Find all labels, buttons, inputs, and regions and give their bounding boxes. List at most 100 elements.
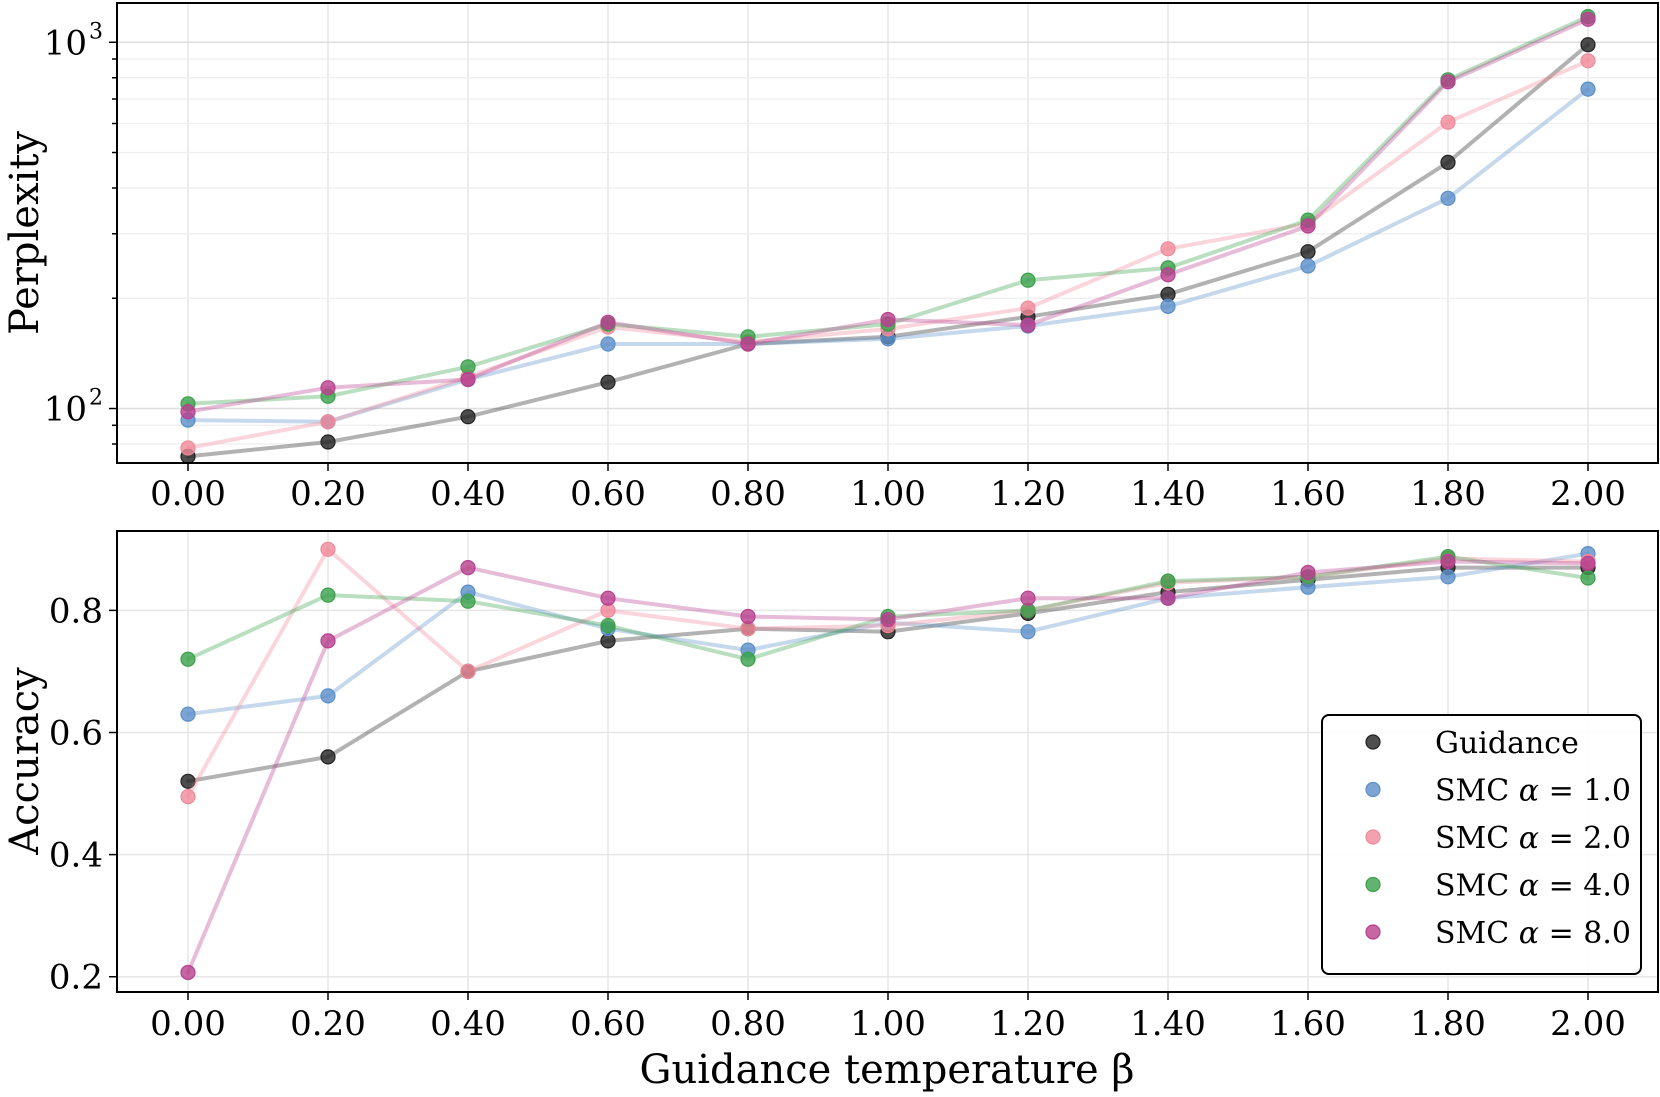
x-tick-label: 0.40 bbox=[430, 1004, 506, 1044]
perplexity-smc_2-point bbox=[320, 414, 336, 430]
y-tick-label-exponent: 2 bbox=[89, 386, 103, 411]
x-tick-label: 0.00 bbox=[150, 474, 226, 514]
x-tick-label: 1.00 bbox=[850, 474, 926, 514]
accuracy-smc_4-point bbox=[460, 593, 476, 609]
accuracy-panel: 0.2 0.4 0.6 0.8 0.00 0.20 0.40 0.60 0.80 1.00 1.2… bbox=[2, 530, 1659, 1044]
y-tick-label: 0.6 bbox=[49, 713, 103, 753]
perplexity-smc_4-point bbox=[1020, 272, 1036, 288]
y-tick-label: 10 bbox=[44, 390, 87, 430]
x-tick-label: 1.60 bbox=[1270, 474, 1346, 514]
accuracy-smc_8-point bbox=[740, 608, 756, 625]
accuracy-smc_8-point bbox=[1160, 590, 1176, 606]
legend-marker-guidance bbox=[1365, 734, 1381, 750]
legend-label-smc_1: SMC α = 1.0 bbox=[1435, 774, 1631, 809]
x-tick-label: 0.60 bbox=[570, 474, 646, 514]
x-tick-label: 0.00 bbox=[150, 1004, 226, 1044]
x-tick-label: 0.20 bbox=[290, 474, 366, 514]
y-tick-label: 0.4 bbox=[49, 836, 103, 876]
x-tick-label: 0.80 bbox=[710, 474, 786, 514]
x-tick-label: 1.60 bbox=[1270, 1004, 1346, 1044]
x-tick-label: 0.80 bbox=[710, 1004, 786, 1044]
perplexity-smc_8-point bbox=[320, 380, 336, 396]
perplexity-grid bbox=[117, 3, 1658, 463]
legend-label-smc_4: SMC α = 4.0 bbox=[1435, 869, 1631, 904]
x-tick-label: 0.40 bbox=[430, 474, 506, 514]
legend-marker-smc_2 bbox=[1365, 829, 1381, 845]
x-tick-label: 1.20 bbox=[990, 1004, 1066, 1044]
x-tick-label: 1.00 bbox=[850, 1004, 926, 1044]
perplexity-guidance-point bbox=[1580, 37, 1596, 53]
accuracy-smc_1-point bbox=[320, 688, 336, 704]
accuracy-x-ticks: 0.00 0.20 0.40 0.60 0.80 1.00 1.20 1.40 1.60 1.80… bbox=[150, 992, 1626, 1044]
x-tick-label: 1.20 bbox=[990, 474, 1066, 514]
perplexity-smc_8-point bbox=[1440, 74, 1456, 90]
accuracy-smc_1-point bbox=[1440, 569, 1456, 585]
perplexity-smc_2-point bbox=[180, 440, 196, 456]
accuracy-y-ticks: 0.2 0.4 0.6 0.8 bbox=[49, 591, 117, 998]
perplexity-series bbox=[180, 9, 1596, 463]
x-axis-label: Guidance temperature β bbox=[640, 1047, 1135, 1093]
accuracy-smc_8-point bbox=[880, 611, 896, 628]
y-tick-label-exponent: 3 bbox=[89, 19, 103, 44]
accuracy-smc_8-point bbox=[320, 633, 336, 649]
perplexity-smc_1-point bbox=[600, 336, 616, 352]
legend-marker-smc_4 bbox=[1365, 876, 1381, 893]
accuracy-smc_4-point bbox=[180, 651, 196, 667]
accuracy-series bbox=[180, 541, 1596, 981]
perplexity-smc_2-point bbox=[1580, 53, 1596, 69]
perplexity-smc_4-point bbox=[460, 359, 476, 375]
perplexity-smc_2-point bbox=[1160, 241, 1176, 257]
perplexity-smc_2-point bbox=[1440, 114, 1456, 130]
legend-marker-smc_8 bbox=[1365, 924, 1381, 940]
accuracy-guidance-point bbox=[180, 773, 196, 789]
perplexity-guidance-point bbox=[1300, 244, 1316, 260]
legend-marker-smc_1 bbox=[1365, 781, 1381, 798]
accuracy-smc_8-point bbox=[1580, 555, 1596, 572]
perplexity-smc_8-point bbox=[180, 404, 196, 420]
perplexity-x-ticks: 0.00 0.20 0.40 0.60 0.80 1.00 1.20 1.40 1.60 1.80… bbox=[150, 463, 1626, 514]
x-tick-label: 2.00 bbox=[1550, 474, 1626, 514]
accuracy-smc_8-point bbox=[1300, 564, 1316, 581]
perplexity-smc_2-point bbox=[1020, 300, 1036, 316]
x-tick-label: 2.00 bbox=[1550, 1004, 1626, 1044]
perplexity-guidance-point bbox=[460, 409, 476, 425]
accuracy-smc_8-point bbox=[460, 559, 476, 576]
x-tick-label: 1.80 bbox=[1410, 474, 1486, 514]
accuracy-smc_2-point bbox=[180, 788, 196, 805]
perplexity-smc_8-point bbox=[460, 371, 476, 388]
perplexity-smc_1-point bbox=[1580, 81, 1596, 97]
accuracy-smc_4-point bbox=[1160, 573, 1176, 589]
accuracy-smc_8-point bbox=[180, 964, 196, 981]
accuracy-smc_1-point bbox=[1020, 624, 1036, 640]
y-tick-label: 0.8 bbox=[49, 591, 103, 631]
accuracy-smc_8-point bbox=[1020, 590, 1036, 606]
x-tick-label: 1.40 bbox=[1130, 1004, 1206, 1044]
legend-frame bbox=[1321, 714, 1642, 975]
x-tick-label: 0.20 bbox=[290, 1004, 366, 1044]
accuracy-smc_8-point bbox=[600, 590, 616, 606]
accuracy-smc_2-point bbox=[460, 663, 476, 680]
accuracy-smc_4-point bbox=[740, 651, 756, 667]
perplexity-smc_8-point bbox=[740, 336, 756, 352]
perplexity-guidance-point bbox=[600, 374, 616, 390]
accuracy-grid bbox=[117, 531, 1658, 992]
perplexity-guidance-point bbox=[320, 434, 336, 450]
perplexity-smc_8-point bbox=[1160, 267, 1176, 283]
accuracy-smc_1-point bbox=[180, 706, 196, 722]
accuracy-smc_8-point bbox=[1440, 553, 1456, 570]
perplexity-smc_8-point bbox=[1020, 317, 1036, 333]
legend-label-smc_8: SMC α = 8.0 bbox=[1435, 916, 1631, 951]
x-tick-label: 0.60 bbox=[570, 1004, 646, 1044]
perplexity-y-axis-label: Perplexity bbox=[2, 131, 48, 335]
perplexity-smc_1-point bbox=[1300, 258, 1316, 274]
legend: Guidance SMC α = 1.0 SMC α = 2.0 SMC α = 4.… bbox=[1321, 714, 1642, 975]
accuracy-y-axis-label: Accuracy bbox=[2, 667, 48, 856]
accuracy-smc_2-point bbox=[320, 541, 336, 557]
legend-label-guidance: Guidance bbox=[1435, 726, 1579, 761]
accuracy-guidance-point bbox=[320, 749, 336, 765]
accuracy-smc_4-point bbox=[320, 587, 336, 603]
x-tick-label: 1.80 bbox=[1410, 1004, 1486, 1044]
